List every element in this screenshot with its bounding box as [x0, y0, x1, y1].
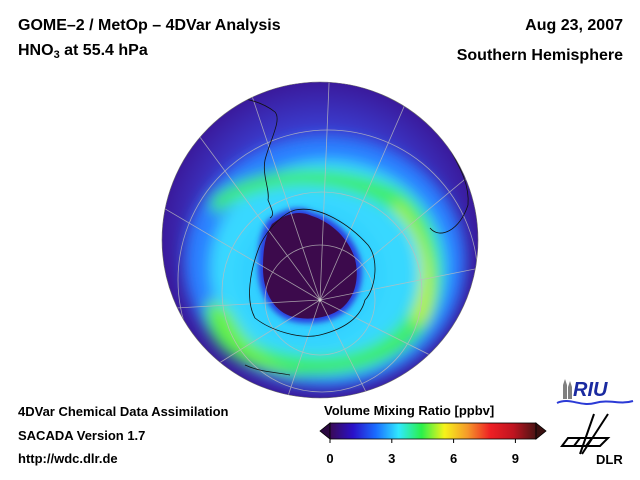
- species-suffix: at 55.4 hPa: [59, 42, 148, 59]
- colorbar-tick-label: 6: [449, 451, 458, 466]
- polar-vortex: [263, 212, 357, 319]
- colorbar-gradient: [329, 422, 537, 440]
- date-label: Aug 23, 2007: [525, 17, 623, 34]
- cathedral-icon: [563, 379, 572, 399]
- colorbar-under-arrow: [319, 422, 331, 440]
- coastlines: [199, 96, 469, 376]
- map-title: GOME–2 / MetOp – 4DVar Analysis: [18, 17, 281, 34]
- colorbar-tick-label: 3: [388, 451, 396, 466]
- coast-africa: [429, 139, 469, 234]
- field-green-lower: [210, 300, 300, 378]
- colorbar-tick-label: 0: [326, 451, 334, 466]
- field-green-band: [205, 170, 440, 376]
- coast-australia: [244, 364, 291, 376]
- footer-line-1: 4DVar Chemical Data Assimilation: [18, 404, 229, 419]
- riu-wave: [556, 400, 634, 405]
- colorbar: [319, 422, 547, 443]
- coast-south-america: [199, 96, 278, 219]
- south-pole-marker: [318, 298, 322, 302]
- graticule: [162, 82, 478, 398]
- region-label: Southern Hemisphere: [456, 47, 623, 64]
- field-yellow-band: [395, 200, 432, 326]
- footer-line-2: SACADA Version 1.7: [18, 428, 146, 443]
- colorbar-tick-label: 9: [511, 451, 520, 466]
- species-label: HNO3 at 55.4 hPa: [18, 42, 148, 61]
- species-subscript: 3: [53, 49, 60, 61]
- footer-url[interactable]: http://wdc.dlr.de: [18, 451, 118, 466]
- colorbar-title: Volume Mixing Ratio [ppbv]: [324, 403, 495, 418]
- dlr-logo: DLR: [560, 413, 623, 467]
- colorbar-over-arrow: [535, 422, 547, 440]
- globe-outline: [161, 81, 479, 399]
- dlr-logo-text: DLR: [596, 452, 623, 467]
- species-prefix: HNO: [18, 42, 54, 59]
- riu-logo: RIU: [556, 379, 634, 405]
- dlr-emblem-icon: [560, 413, 611, 455]
- riu-logo-text: RIU: [573, 379, 608, 401]
- coast-antarctica: [249, 208, 376, 337]
